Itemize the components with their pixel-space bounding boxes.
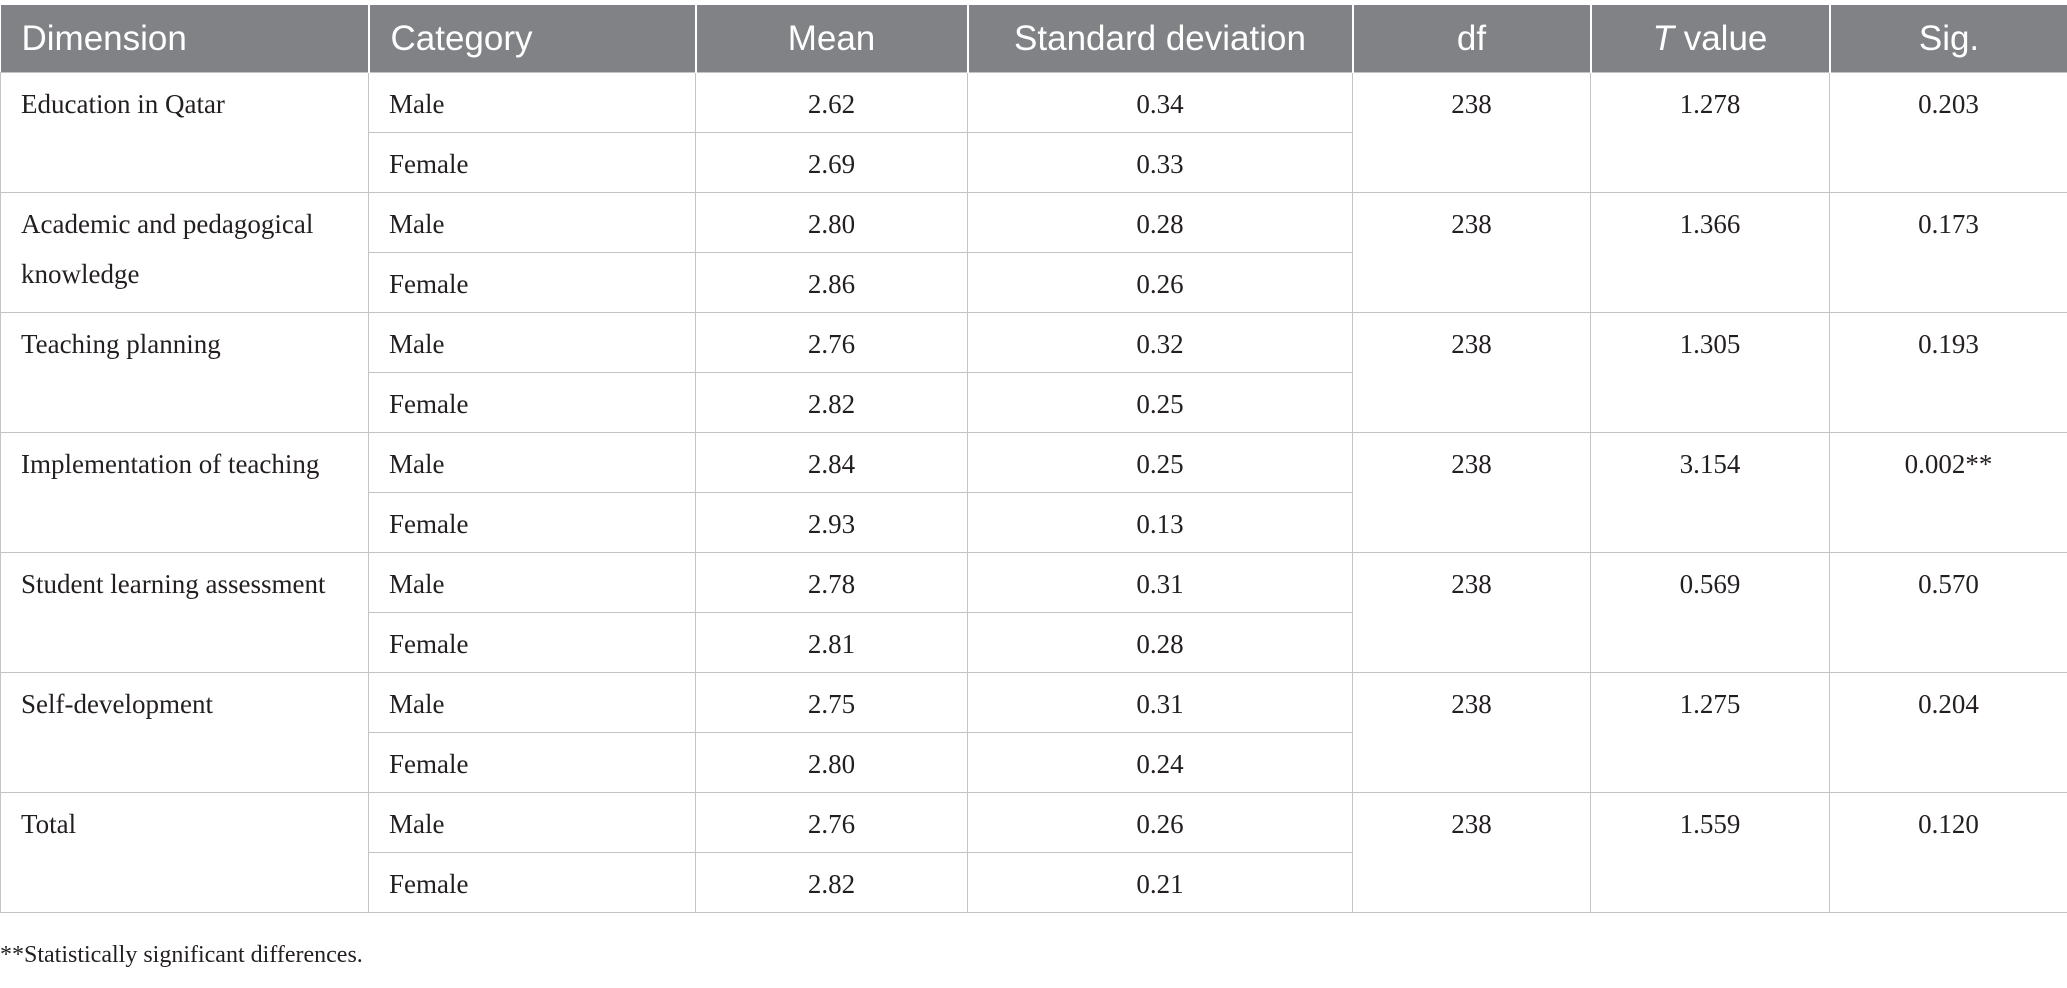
df-cell: 238 bbox=[1352, 312, 1591, 433]
sd-cell: 0.25 bbox=[967, 432, 1353, 493]
t-value-cell: 1.278 bbox=[1590, 72, 1830, 193]
category-cell: Male bbox=[368, 312, 696, 373]
category-cell: Female bbox=[368, 252, 696, 313]
category-cell: Male bbox=[368, 672, 696, 733]
mean-cell: 2.75 bbox=[695, 672, 968, 733]
sd-cell: 0.26 bbox=[967, 792, 1353, 853]
sd-cell: 0.31 bbox=[967, 672, 1353, 733]
table-row: Self-development Male 2.75 0.31 238 1.27… bbox=[0, 672, 2067, 793]
header-dimension: Dimension bbox=[0, 5, 369, 73]
sd-cell: 0.34 bbox=[967, 72, 1353, 133]
sd-cell: 0.21 bbox=[967, 852, 1353, 913]
df-cell: 238 bbox=[1352, 792, 1591, 913]
dimension-cell: Academic and pedagogical knowledge bbox=[0, 192, 369, 313]
mean-cell: 2.62 bbox=[695, 72, 968, 133]
mean-cell: 2.84 bbox=[695, 432, 968, 493]
sig-cell: 0.203 bbox=[1829, 72, 2067, 193]
mean-cell: 2.80 bbox=[695, 192, 968, 253]
mean-cell: 2.81 bbox=[695, 612, 968, 673]
mean-cell: 2.76 bbox=[695, 312, 968, 373]
results-table: Dimension Category Mean Standard deviati… bbox=[0, 5, 2067, 913]
dimension-cell: Student learning assessment bbox=[0, 552, 369, 673]
t-value-cell: 1.305 bbox=[1590, 312, 1830, 433]
header-t-value: T value bbox=[1589, 5, 1830, 73]
sd-cell: 0.13 bbox=[967, 492, 1353, 553]
category-cell: Female bbox=[368, 852, 696, 913]
df-cell: 238 bbox=[1352, 192, 1591, 313]
sd-cell: 0.28 bbox=[967, 192, 1353, 253]
mean-cell: 2.78 bbox=[695, 552, 968, 613]
category-cell: Female bbox=[368, 732, 696, 793]
sig-cell: 0.002** bbox=[1829, 432, 2067, 553]
dimension-cell: Implementation of teaching bbox=[0, 432, 369, 553]
dimension-cell: Total bbox=[0, 792, 369, 913]
table-row: Academic and pedagogical knowledge Male … bbox=[0, 192, 2067, 313]
mean-cell: 2.69 bbox=[695, 132, 968, 193]
dimension-cell: Education in Qatar bbox=[0, 72, 369, 193]
table-row: Female 2.82 0.21 bbox=[1, 852, 2067, 913]
category-cell: Male bbox=[368, 432, 696, 493]
table-row: Female 2.93 0.13 bbox=[1, 492, 2067, 553]
sig-cell: 0.120 bbox=[1829, 792, 2067, 913]
category-cell: Female bbox=[368, 492, 696, 553]
table-row: Female 2.69 0.33 bbox=[1, 132, 2067, 193]
df-cell: 238 bbox=[1352, 672, 1591, 793]
category-cell: Female bbox=[368, 372, 696, 433]
sd-cell: 0.28 bbox=[967, 612, 1353, 673]
dimension-cell: Teaching planning bbox=[0, 312, 369, 433]
table-row: Total Male 2.76 0.26 238 1.559 0.120 bbox=[0, 792, 2067, 913]
table-footnote: **Statistically significant differences. bbox=[0, 942, 363, 968]
sig-cell: 0.204 bbox=[1829, 672, 2067, 793]
category-cell: Male bbox=[368, 792, 696, 853]
table-row: Female 2.81 0.28 bbox=[1, 612, 2067, 673]
sd-cell: 0.24 bbox=[967, 732, 1353, 793]
header-mean: Mean bbox=[694, 5, 968, 73]
dimension-cell: Self-development bbox=[0, 672, 369, 793]
mean-cell: 2.86 bbox=[695, 252, 968, 313]
mean-cell: 2.76 bbox=[695, 792, 968, 853]
header-df: df bbox=[1351, 5, 1591, 73]
sd-cell: 0.32 bbox=[967, 312, 1353, 373]
table-row: Student learning assessment Male 2.78 0.… bbox=[0, 552, 2067, 673]
table-row: Education in Qatar Male 2.62 0.34 238 1.… bbox=[0, 72, 2067, 193]
df-cell: 238 bbox=[1352, 432, 1591, 553]
sig-cell: 0.173 bbox=[1829, 192, 2067, 313]
table-row: Teaching planning Male 2.76 0.32 238 1.3… bbox=[0, 312, 2067, 433]
mean-cell: 2.82 bbox=[695, 372, 968, 433]
mean-cell: 2.82 bbox=[695, 852, 968, 913]
df-cell: 238 bbox=[1352, 552, 1591, 673]
category-cell: Female bbox=[368, 132, 696, 193]
sd-cell: 0.31 bbox=[967, 552, 1353, 613]
category-cell: Male bbox=[368, 552, 696, 613]
category-cell: Male bbox=[368, 72, 696, 133]
sd-cell: 0.33 bbox=[967, 132, 1353, 193]
header-sig: Sig. bbox=[1828, 5, 2067, 73]
sig-cell: 0.193 bbox=[1829, 312, 2067, 433]
mean-cell: 2.93 bbox=[695, 492, 968, 553]
df-cell: 238 bbox=[1352, 72, 1591, 193]
sd-cell: 0.26 bbox=[967, 252, 1353, 313]
header-t-suffix: value bbox=[1673, 18, 1768, 58]
category-cell: Male bbox=[368, 192, 696, 253]
t-value-cell: 1.366 bbox=[1590, 192, 1830, 313]
mean-cell: 2.80 bbox=[695, 732, 968, 793]
header-category: Category bbox=[367, 5, 696, 73]
t-value-cell: 3.154 bbox=[1590, 432, 1830, 553]
header-t-letter: T bbox=[1652, 18, 1674, 58]
header-standard-deviation: Standard deviation bbox=[966, 5, 1353, 73]
t-value-cell: 0.569 bbox=[1590, 552, 1830, 673]
table-row: Implementation of teaching Male 2.84 0.2… bbox=[0, 432, 2067, 553]
category-cell: Female bbox=[368, 612, 696, 673]
table-row: Female 2.80 0.24 bbox=[1, 732, 2067, 793]
sig-cell: 0.570 bbox=[1829, 552, 2067, 673]
t-value-cell: 1.559 bbox=[1590, 792, 1830, 913]
sd-cell: 0.25 bbox=[967, 372, 1353, 433]
header-row: Dimension Category Mean Standard deviati… bbox=[0, 5, 2067, 73]
table-body: Education in Qatar Male 2.62 0.34 238 1.… bbox=[0, 72, 2067, 913]
t-value-cell: 1.275 bbox=[1590, 672, 1830, 793]
